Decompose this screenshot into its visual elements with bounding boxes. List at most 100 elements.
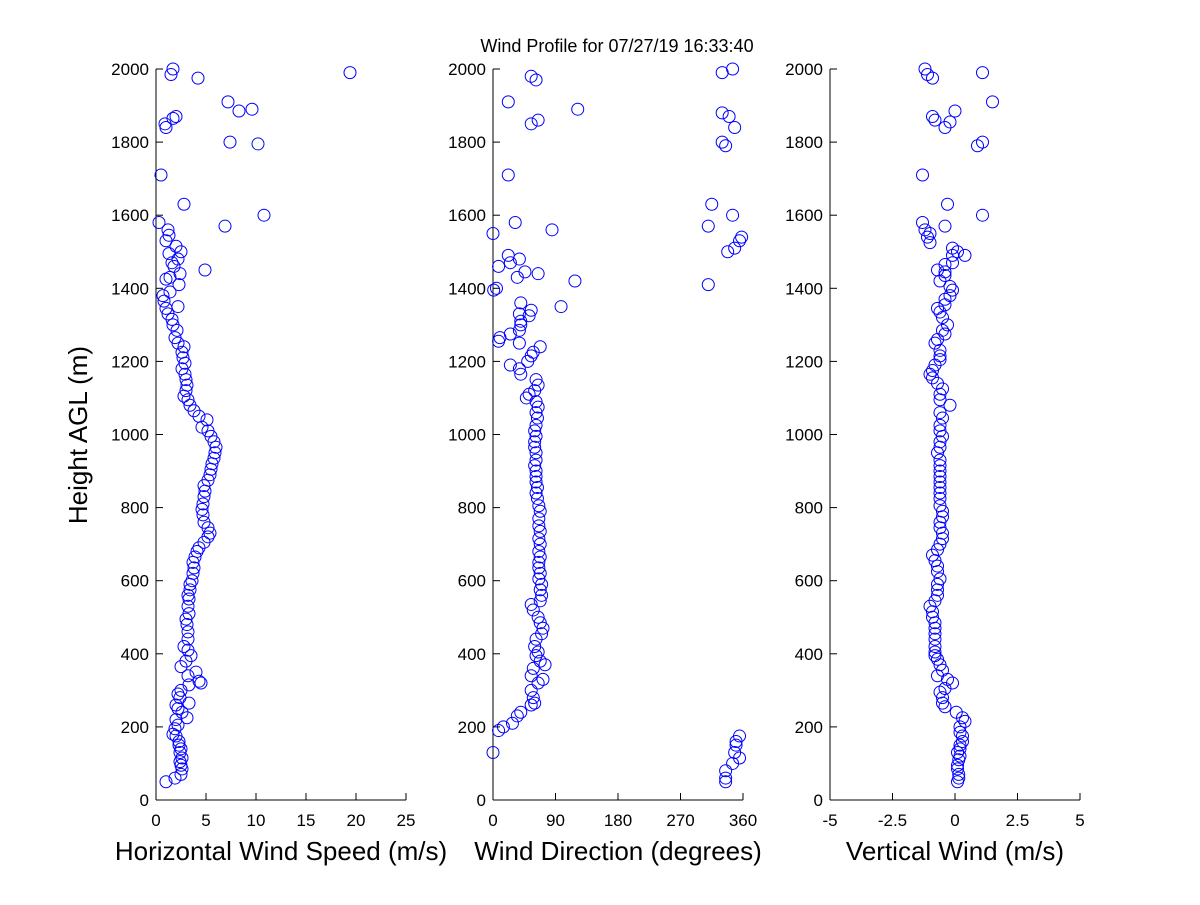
y-tick-label: 1600 [448,206,486,225]
data-point [343,66,357,80]
data-point [933,459,947,473]
data-point [174,742,188,756]
x-tick-label: 20 [347,811,366,830]
y-tick-label: 1000 [111,426,149,445]
data-point [501,95,515,109]
data-point [514,318,528,332]
x-tick-label: 0 [151,811,160,830]
data-point [722,110,736,124]
data-point [512,336,526,350]
data-point [933,349,947,363]
data-point [173,691,187,705]
y-tick-label: 0 [814,791,823,810]
data-point [936,411,949,425]
data-point [933,480,947,494]
data-point [976,208,989,222]
y-tick-label: 1200 [111,352,149,371]
data-point [176,351,190,365]
data-point [946,283,959,297]
y-tick-label: 1600 [785,206,823,225]
data-point [958,714,972,728]
data-point [533,594,547,608]
y-tick-label: 800 [458,499,486,518]
data-point [197,490,211,504]
data-point [953,738,967,752]
data-point [953,742,967,756]
data-point [171,300,185,314]
data-point [257,208,271,222]
data-point [187,561,201,575]
data-point [181,625,195,639]
data-point [933,470,947,484]
data-point [194,676,208,690]
x-tick-label: 0 [950,811,959,830]
data-point [177,639,191,653]
data-point [207,451,221,465]
data-point [532,555,546,569]
data-point [518,265,532,279]
data-point [943,289,957,303]
data-point [203,526,217,540]
data-point [928,621,942,635]
data-point [529,418,543,432]
data-point [554,300,568,314]
data-point [188,550,202,564]
data-point [933,572,947,586]
data-point [933,393,947,407]
data-point [533,583,547,597]
data-point [931,301,944,315]
data-point [933,499,947,513]
data-point [174,767,188,781]
data-point [949,705,963,719]
data-point [496,720,510,734]
data-point [181,643,195,657]
y-tick-label: 1600 [111,206,149,225]
data-point [721,245,735,259]
data-point [933,486,947,500]
data-point [528,639,542,653]
data-point [532,519,546,533]
data-point [163,285,177,299]
data-point [535,627,549,641]
data-point [533,616,547,630]
data-point [933,464,947,478]
data-point [533,504,547,518]
data-point [538,658,552,672]
data-point [528,440,542,454]
y-tick-label: 2000 [785,60,823,79]
data-point [492,724,506,738]
data-point [186,566,200,580]
data-point [923,236,937,250]
data-point [733,729,747,743]
x-tick-label: 5 [201,811,210,830]
y-tick-label: 0 [477,791,486,810]
data-point [936,696,949,710]
data-point [168,331,182,345]
x-tick-label: -2.5 [878,811,907,830]
data-point [182,607,196,621]
data-point [161,307,175,321]
data-point [175,345,189,359]
data-point [181,588,195,602]
y-tick-label: 1800 [785,133,823,152]
data-point [532,512,546,526]
data-point [943,279,957,293]
data-point [166,62,180,76]
data-point [719,764,733,778]
y-tick-label: 1800 [111,133,149,152]
data-point [526,661,540,675]
y-tick-label: 1200 [448,352,486,371]
data-point [166,318,180,332]
data-point [514,296,528,310]
y-tick-label: 1400 [448,279,486,298]
data-point [533,340,547,354]
data-point [487,283,501,297]
y-tick-label: 800 [795,499,823,518]
data-point [928,649,942,663]
data-point [486,745,500,759]
x-tick-label: 180 [604,811,632,830]
data-point [164,67,178,81]
data-point [530,491,544,505]
data-point [196,497,210,511]
data-point [185,574,199,588]
